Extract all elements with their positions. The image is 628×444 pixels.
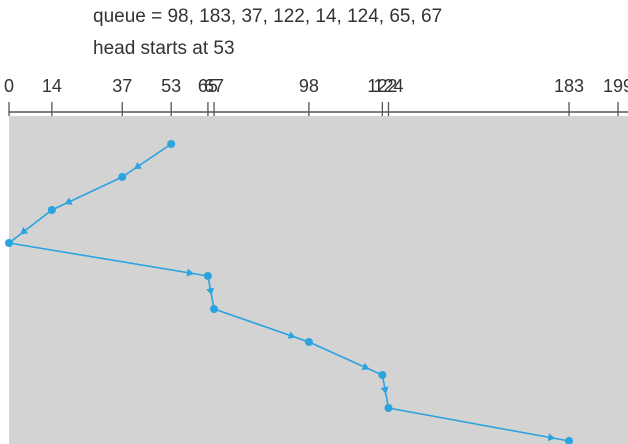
tick-label: 0	[4, 76, 14, 96]
request-point	[5, 239, 13, 247]
queue-label: queue = 98, 183, 37, 122, 14, 124, 65, 6…	[93, 6, 443, 27]
request-point	[378, 371, 387, 379]
request-point	[565, 437, 574, 444]
tick-label: 53	[161, 76, 181, 96]
path-arrowhead	[64, 197, 73, 205]
request-point	[203, 272, 212, 280]
request-point	[210, 305, 219, 313]
request-point	[47, 206, 56, 214]
path-arrowhead	[287, 331, 296, 339]
path-arrowhead	[206, 287, 215, 296]
tick-label: 199	[603, 76, 628, 96]
tick-label: 98	[299, 76, 319, 96]
path-segment	[121, 143, 172, 178]
path-arrowhead	[133, 161, 142, 170]
tick-label: 122	[367, 76, 397, 96]
plot-panel	[9, 116, 628, 444]
path-segment	[388, 407, 570, 442]
tick-label: 183	[554, 76, 584, 96]
path-segment	[308, 341, 383, 376]
tick-label: 14	[42, 76, 62, 96]
tick-label: 37	[112, 76, 132, 96]
path-segment	[8, 209, 53, 244]
tick-label: 67	[204, 76, 224, 96]
request-point	[167, 140, 176, 148]
path-arrowhead	[380, 386, 389, 395]
path-arrowhead	[20, 227, 29, 235]
tick-label: 124	[373, 76, 403, 96]
head-start-label: head starts at 53	[93, 38, 235, 59]
path-segment	[51, 176, 123, 211]
path-arrowhead	[361, 362, 370, 371]
request-point	[118, 173, 127, 181]
tick-label: 65	[198, 76, 218, 96]
path-arrowhead	[186, 268, 195, 277]
request-point	[384, 404, 393, 412]
path-arrowhead	[547, 433, 556, 442]
request-point	[304, 338, 313, 346]
path-segment	[8, 242, 209, 277]
